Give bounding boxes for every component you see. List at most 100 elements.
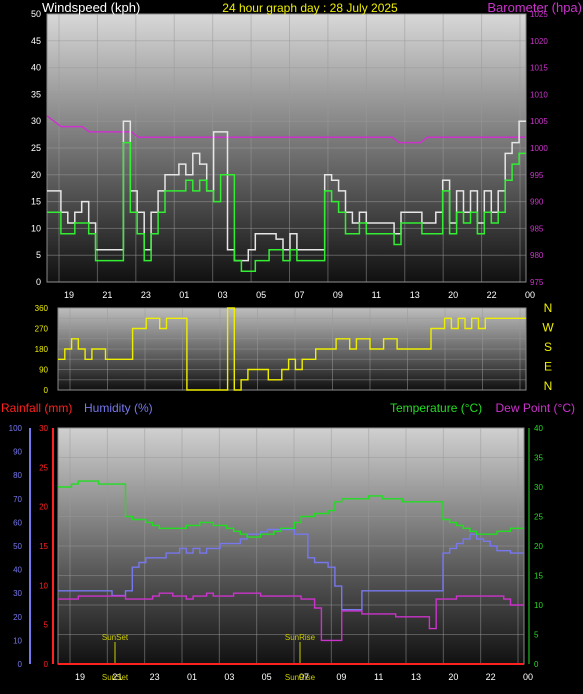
temp-ytick-label: 5	[534, 631, 539, 640]
temp-xtick-label: 22	[486, 672, 496, 682]
sun-axis-label: SunSet	[102, 673, 129, 682]
temp-xtick-label: 23	[150, 672, 160, 682]
temp-xtick-label: 00	[523, 672, 533, 682]
humidity-ytick-label: 10	[13, 636, 22, 645]
wind-ytick-label: 45	[31, 36, 41, 46]
wind-xtick-label: 23	[141, 290, 151, 300]
direction-ytick-label: 360	[35, 304, 49, 313]
sun-marker-label: SunRise	[285, 633, 316, 642]
direction-ytick-label: 90	[39, 366, 48, 375]
compass-label: N	[544, 301, 553, 315]
temp-xtick-label: 20	[448, 672, 458, 682]
wind-xtick-label: 03	[218, 290, 228, 300]
wind-xtick-label: 11	[372, 290, 381, 300]
temp-ytick-label: 0	[534, 660, 539, 669]
humidity-ytick-label: 100	[9, 424, 23, 433]
rainfall-title: Rainfall (mm)	[1, 401, 72, 415]
humidity-ytick-label: 70	[13, 495, 22, 504]
wind-xtick-label: 05	[256, 290, 266, 300]
compass-label: W	[542, 321, 554, 335]
barometer-ytick-label: 1025	[530, 10, 548, 19]
direction-ytick-label: 0	[44, 386, 49, 395]
barometer-title: Barometer (hpa)	[487, 0, 582, 15]
humidity-ytick-label: 50	[13, 542, 22, 551]
temp-xtick-label: 03	[224, 672, 234, 682]
temp-xtick-label: 05	[262, 672, 272, 682]
wind-ytick-label: 10	[31, 223, 41, 233]
compass-label: S	[544, 340, 552, 354]
dewpoint-line	[58, 592, 524, 642]
temp-ytick-label: 30	[534, 483, 543, 492]
wind-xtick-label: 00	[525, 290, 535, 300]
barometer-ytick-label: 1015	[530, 64, 548, 73]
barometer-ytick-label: 1005	[530, 117, 548, 126]
temp-ytick-label: 35	[534, 454, 543, 463]
barometer-ytick-label: 995	[530, 171, 544, 180]
dewpoint-title: Dew Point (°C)	[496, 401, 575, 415]
direction-ytick-label: 270	[35, 325, 49, 334]
temp-ytick-label: 40	[534, 424, 543, 433]
temp-xtick-label: 21	[112, 672, 122, 682]
temp-xtick-label: 19	[75, 672, 85, 682]
barometer-ytick-label: 1000	[530, 144, 548, 153]
wind-xtick-label: 13	[410, 290, 420, 300]
compass-label: E	[544, 360, 552, 374]
rain-ytick-label: 20	[39, 503, 48, 512]
rain-ytick-label: 25	[39, 463, 48, 472]
barometer-line	[46, 115, 526, 144]
temp-xtick-label: 01	[187, 672, 197, 682]
humidity-ytick-label: 0	[18, 660, 23, 669]
barometer-ytick-label: 1020	[530, 37, 548, 46]
barometer-ytick-label: 1010	[530, 90, 548, 99]
wind-xtick-label: 22	[487, 290, 497, 300]
barometer-ytick-label: 990	[530, 198, 544, 207]
rain-ytick-label: 15	[39, 542, 48, 551]
wind-xtick-label: 21	[102, 290, 112, 300]
temp-plot-area	[57, 427, 525, 665]
wind-xtick-label: 19	[64, 290, 74, 300]
temp-ytick-label: 25	[534, 513, 543, 522]
wind-ytick-label: 50	[31, 9, 41, 19]
wind-xtick-label: 01	[179, 290, 189, 300]
wind-ytick-label: 5	[36, 250, 41, 260]
compass-label: N	[544, 379, 553, 393]
temp-xtick-label: 07	[299, 672, 309, 682]
wind-ytick-label: 20	[31, 170, 41, 180]
barometer-ytick-label: 985	[530, 224, 544, 233]
humidity-ytick-label: 20	[13, 613, 22, 622]
rain-ytick-label: 0	[44, 660, 49, 669]
temp-ytick-label: 10	[534, 601, 543, 610]
axis-tick-labels: 0510152025303540455097598098599099510001…	[9, 9, 555, 682]
humidity-ytick-label: 80	[13, 471, 22, 480]
sun-axis-label: SunRise	[285, 673, 316, 682]
humidity-title: Humidity (%)	[84, 401, 153, 415]
temperature-line	[58, 480, 524, 538]
temp-ytick-label: 15	[534, 572, 543, 581]
direction-plot-area	[57, 307, 527, 391]
wind-xtick-label: 09	[333, 290, 343, 300]
humidity-line	[58, 528, 524, 611]
barometer-ytick-label: 980	[530, 251, 544, 260]
temp-ytick-label: 20	[534, 542, 543, 551]
wind-ytick-label: 0	[36, 277, 41, 287]
wind-ytick-label: 30	[31, 116, 41, 126]
wind-ytick-label: 15	[31, 197, 41, 207]
temp-xtick-label: 11	[374, 672, 383, 682]
wind-title: Windspeed (kph)	[42, 0, 140, 15]
series-lines	[46, 115, 526, 665]
rain-ytick-label: 5	[44, 621, 49, 630]
humidity-ytick-label: 30	[13, 589, 22, 598]
wind-ytick-label: 35	[31, 89, 41, 99]
barometer-ytick-label: 975	[530, 278, 544, 287]
chart-date-title: 24 hour graph day : 28 July 2025	[222, 1, 398, 15]
wind-xtick-label: 07	[294, 290, 304, 300]
wind-ytick-label: 40	[31, 63, 41, 73]
humidity-ytick-label: 60	[13, 518, 22, 527]
humidity-ytick-label: 90	[13, 448, 22, 457]
sun-marker-label: SunSet	[102, 633, 129, 642]
wind-avg-line	[47, 141, 526, 273]
wind-xtick-label: 20	[448, 290, 458, 300]
wind-direction-line	[58, 307, 526, 391]
temp-xtick-label: 13	[411, 672, 421, 682]
